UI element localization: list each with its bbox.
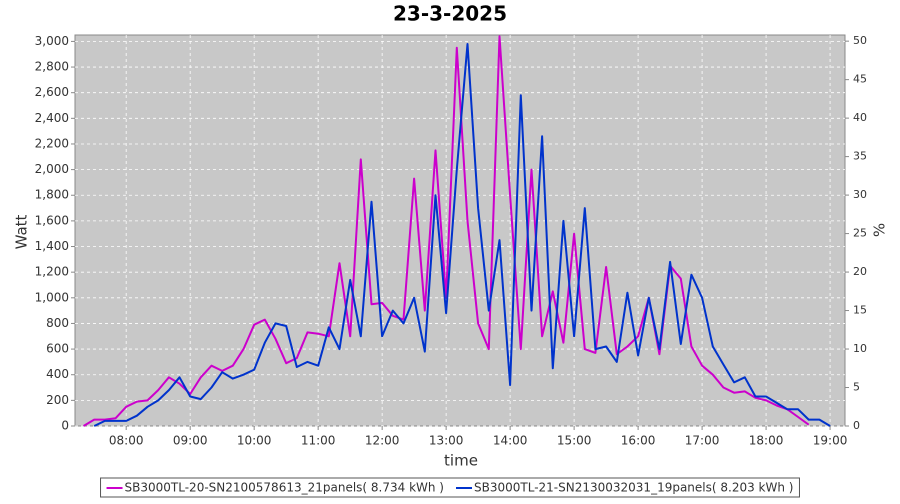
y-tick-label: 400 (46, 367, 69, 381)
y-tick-label: 1,600 (35, 213, 69, 227)
legend-label: SB3000TL-21-SN2130032031_19panels( 8.203… (474, 481, 793, 495)
series-line (82, 35, 810, 427)
x-tick-label: 08:00 (109, 434, 144, 448)
y-tick-label: 800 (46, 316, 69, 330)
y-tick-label: 1,800 (35, 188, 69, 202)
y2-tick-label: 30 (853, 188, 867, 201)
y2-tick-label: 10 (853, 342, 867, 355)
y-tick-label: 2,400 (35, 111, 69, 125)
y2-tick-label: 40 (853, 111, 867, 124)
chart-title: 23-3-2025 (393, 2, 507, 26)
x-tick-label: 10:00 (237, 434, 272, 448)
x-tick-label: 11:00 (301, 434, 336, 448)
y-tick-label: 1,200 (35, 265, 69, 279)
y-tick-label: 0 (61, 419, 69, 433)
legend-box (100, 477, 800, 498)
x-tick-label: 09:00 (173, 434, 208, 448)
legend-item: SB3000TL-20-SN2100578613_21panels( 8.734… (106, 481, 444, 495)
y-tick-label: 3,000 (35, 34, 69, 48)
y-tick-label: 2,200 (35, 136, 69, 150)
x-tick-label: 12:00 (365, 434, 400, 448)
y2-axis-label: % (871, 223, 889, 237)
y-tick-label: 1,000 (35, 290, 69, 304)
y2-tick-label: 50 (853, 34, 867, 47)
y-axis-label: Watt (13, 214, 31, 249)
y2-tick-label: 5 (853, 381, 860, 394)
x-axis-label: time (444, 452, 478, 470)
x-tick-label: 19:00 (813, 434, 848, 448)
y2-tick-label: 0 (853, 419, 860, 432)
y2-tick-label: 35 (853, 150, 867, 163)
y-tick-label: 1,400 (35, 239, 69, 253)
x-tick-label: 17:00 (685, 434, 720, 448)
series-line (93, 43, 831, 427)
x-tick-label: 15:00 (557, 434, 592, 448)
y2-tick-label: 25 (853, 227, 867, 240)
y-tick-label: 2,600 (35, 85, 69, 99)
y-tick-label: 600 (46, 342, 69, 356)
x-tick-label: 14:00 (493, 434, 528, 448)
x-tick-label: 18:00 (749, 434, 784, 448)
x-tick-label: 16:00 (621, 434, 656, 448)
legend: SB3000TL-20-SN2100578613_21panels( 8.734… (100, 477, 800, 498)
legend-label: SB3000TL-20-SN2100578613_21panels( 8.734… (125, 481, 444, 495)
y-tick-label: 2,800 (35, 60, 69, 74)
y2-tick-label: 45 (853, 73, 867, 86)
y-tick-label: 2,000 (35, 162, 69, 176)
x-tick-label: 13:00 (429, 434, 464, 448)
y-tick-label: 200 (46, 393, 69, 407)
legend-item: SB3000TL-21-SN2130032031_19panels( 8.203… (456, 481, 793, 495)
y2-tick-label: 15 (853, 304, 867, 317)
y2-tick-label: 20 (853, 265, 867, 278)
